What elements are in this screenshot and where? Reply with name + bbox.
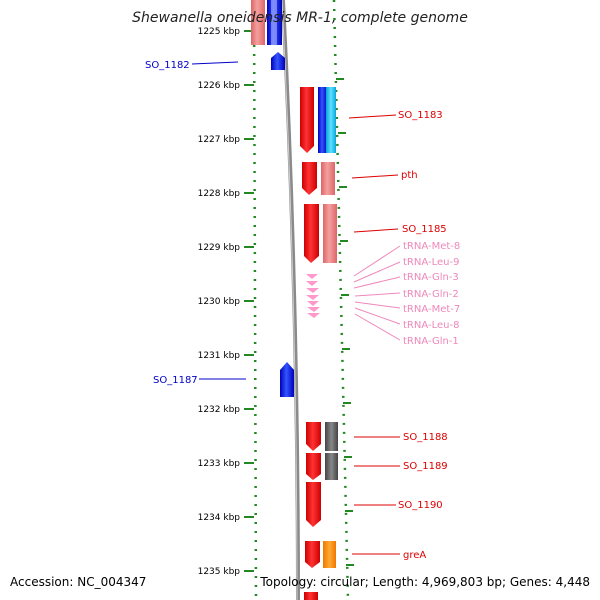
feature-bar-salmon-top — [251, 0, 265, 45]
gene-label-tRNA-Met-8[interactable]: tRNA-Met-8 — [403, 241, 460, 252]
left-ruler — [252, 0, 258, 600]
gene-label-SO_1188[interactable]: SO_1188 — [403, 432, 448, 443]
accession-text: Accession: NC_004347 — [10, 575, 146, 589]
kbp-tick: 1226 kbp — [198, 81, 254, 91]
gene-label-tRNA-Gln-1[interactable]: tRNA-Gln-1 — [403, 336, 459, 347]
kbp-label: 1232 kbp — [198, 405, 241, 415]
kbp-label: 1233 kbp — [198, 459, 241, 469]
gene-pth-category — [321, 162, 335, 195]
gene-greA-category — [323, 541, 336, 568]
kbp-label: 1230 kbp — [198, 297, 241, 307]
gene-label-SO_1187[interactable]: SO_1187 — [153, 375, 198, 386]
label-leaders — [191, 61, 401, 555]
gene-SO_1187-shape[interactable] — [280, 362, 294, 397]
gene-label-tRNA-Leu-9[interactable]: tRNA-Leu-9 — [403, 257, 459, 268]
gene-label-SO_1183[interactable]: SO_1183 — [398, 110, 443, 121]
right-ruler — [332, 0, 350, 600]
kbp-scale: 1225 kbp 1226 kbp 1227 kbp 1228 kbp 1229… — [198, 27, 254, 577]
gene-label-tRNA-Gln-3[interactable]: tRNA-Gln-3 — [403, 272, 459, 283]
gene-SO_1190-shape[interactable] — [306, 482, 321, 527]
gene-label-tRNA-Gln-2[interactable]: tRNA-Gln-2 — [403, 289, 459, 300]
kbp-label: 1234 kbp — [198, 513, 241, 523]
topology-text: Topology: circular; Length: 4,969,803 bp… — [259, 575, 590, 589]
gene-label-pth[interactable]: pth — [401, 170, 418, 181]
gene-pth-shape[interactable] — [302, 162, 317, 195]
kbp-label: 1225 kbp — [198, 27, 241, 37]
kbp-tick: 1232 kbp — [198, 405, 254, 415]
gene-SO_1185-shape[interactable] — [304, 204, 319, 263]
gene-SO_1189-shape[interactable] — [306, 453, 321, 480]
kbp-label: 1227 kbp — [198, 135, 241, 145]
kbp-tick: 1235 kbp — [198, 567, 254, 577]
gene-label-SO_1185[interactable]: SO_1185 — [402, 224, 447, 235]
kbp-tick: 1229 kbp — [198, 243, 254, 253]
kbp-label: 1231 kbp — [198, 351, 241, 361]
kbp-tick: 1230 kbp — [198, 297, 254, 307]
trna-cluster — [306, 274, 320, 318]
gene-SO_1183-category-blue — [318, 87, 327, 153]
page-title: Shewanella oneidensis MR-1, complete gen… — [132, 10, 468, 26]
gene-label-tRNA-Leu-8[interactable]: tRNA-Leu-8 — [403, 320, 459, 331]
kbp-tick: 1231 kbp — [198, 351, 254, 361]
gene-SO_1188-category — [325, 422, 338, 451]
gene-partial-bottom — [304, 592, 318, 600]
genome-backbone-highlight — [281, 0, 298, 600]
gene-SO_1189-category — [325, 453, 338, 480]
gene-SO_1183-category-cyan — [326, 87, 336, 153]
gene-SO_1185-category — [323, 204, 337, 263]
gene-reverse-highlight — [271, 0, 277, 45]
gene-SO_1182-shape[interactable] — [271, 52, 285, 70]
kbp-tick: 1233 kbp — [198, 459, 254, 469]
gene-SO_1183-shape[interactable] — [300, 87, 314, 153]
gene-label-SO_1189[interactable]: SO_1189 — [403, 461, 448, 472]
kbp-tick: 1227 kbp — [198, 135, 254, 145]
kbp-tick: 1228 kbp — [198, 189, 254, 199]
kbp-label: 1226 kbp — [198, 81, 241, 91]
gene-SO_1188-shape[interactable] — [306, 422, 321, 451]
kbp-label: 1235 kbp — [198, 567, 241, 577]
gene-label-SO_1190[interactable]: SO_1190 — [398, 500, 443, 511]
kbp-tick: 1234 kbp — [198, 513, 254, 523]
gene-greA-shape[interactable] — [305, 541, 320, 568]
gene-label-SO_1182[interactable]: SO_1182 — [145, 60, 190, 71]
gene-label-greA[interactable]: greA — [403, 550, 426, 561]
right-ruler-ticks — [336, 78, 354, 566]
kbp-tick: 1225 kbp — [198, 27, 254, 37]
genome-backbone — [281, 0, 300, 600]
kbp-label: 1228 kbp — [198, 189, 241, 199]
kbp-label: 1229 kbp — [198, 243, 241, 253]
gene-label-tRNA-Met-7[interactable]: tRNA-Met-7 — [403, 304, 460, 315]
